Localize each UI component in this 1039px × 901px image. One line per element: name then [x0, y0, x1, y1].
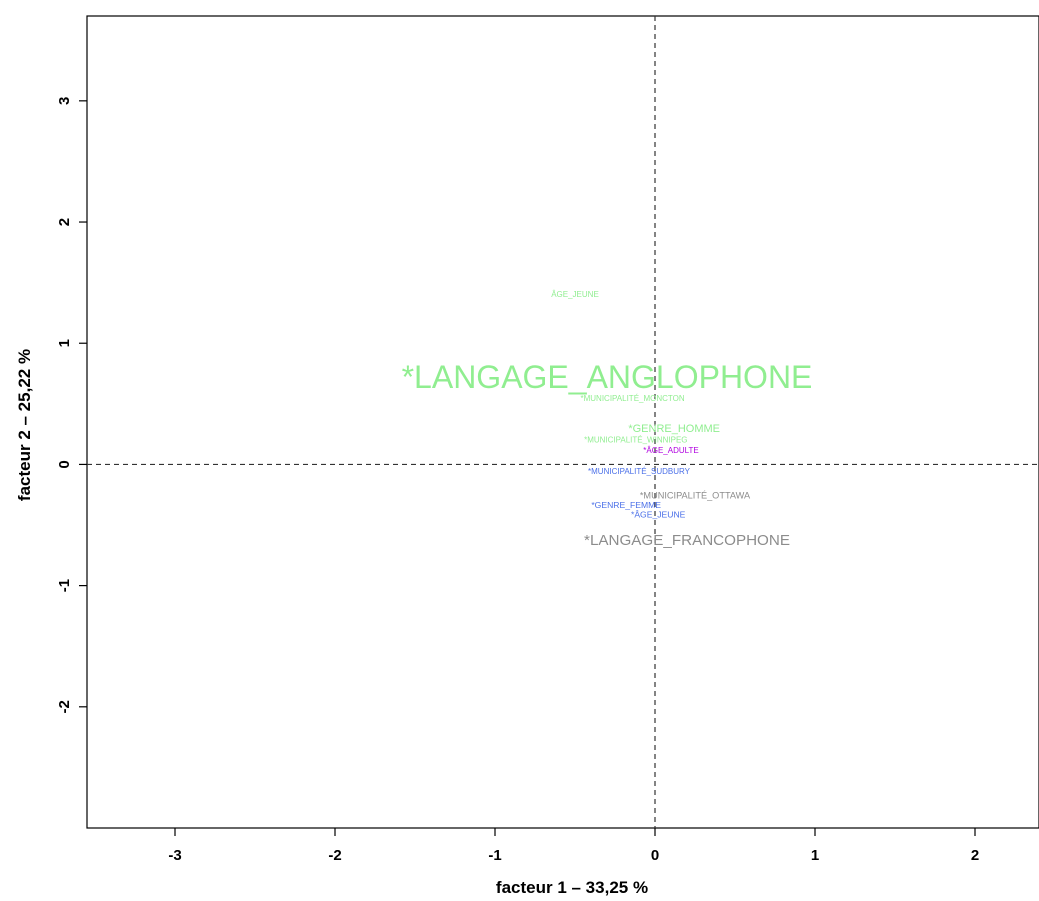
y-tick-label: 3 [56, 97, 73, 105]
y-axis-ticks: -2 -1 0 1 2 3 [56, 97, 87, 713]
x-tick-label: -2 [328, 847, 341, 864]
y-axis-title: facteur 2 – 25,22 % [15, 349, 34, 501]
point-label: *LANGAGE_FRANCOPHONE [584, 532, 790, 549]
x-tick-label: -1 [488, 847, 501, 864]
x-axis-ticks: -3 -2 -1 0 1 2 [168, 828, 979, 864]
point-label: *GENRE_HOMME [628, 423, 720, 435]
plot-frame [86, 15, 1039, 829]
point-label: *MUNICIPALITÉ_WINNIPEG [584, 435, 687, 444]
y-tick-label: -2 [56, 700, 73, 713]
point-label: *ÂGE_JEUNE [631, 510, 686, 520]
point-label: *LANGAGE_ANGLOPHONE [402, 359, 813, 395]
x-tick-label: 2 [971, 847, 979, 864]
point-label: *GENRE_FEMME [591, 500, 661, 510]
y-tick-label: 2 [56, 218, 73, 226]
x-tick-label: 0 [651, 847, 659, 864]
y-tick-label: 0 [56, 460, 73, 468]
y-tick-label: 1 [56, 339, 73, 347]
point-label: *MUNICIPALITÉ_SUDBURY [588, 467, 691, 476]
point-label: ÂGE_JEUNE [551, 290, 599, 299]
y-tick-label: -1 [56, 579, 73, 592]
point-label: *ÂGE_ADULTE [643, 446, 698, 455]
point-labels: ÂGE_JEUNE*LANGAGE_ANGLOPHONE*MUNICIPALIT… [402, 290, 813, 549]
x-axis-title: facteur 1 – 33,25 % [496, 878, 648, 897]
x-tick-label: -3 [168, 847, 181, 864]
point-label: *MUNICIPALITÉ_OTTAWA [640, 490, 751, 500]
point-label: *MUNICIPALITÉ_MONCTON [581, 394, 685, 403]
x-tick-label: 1 [811, 847, 819, 864]
